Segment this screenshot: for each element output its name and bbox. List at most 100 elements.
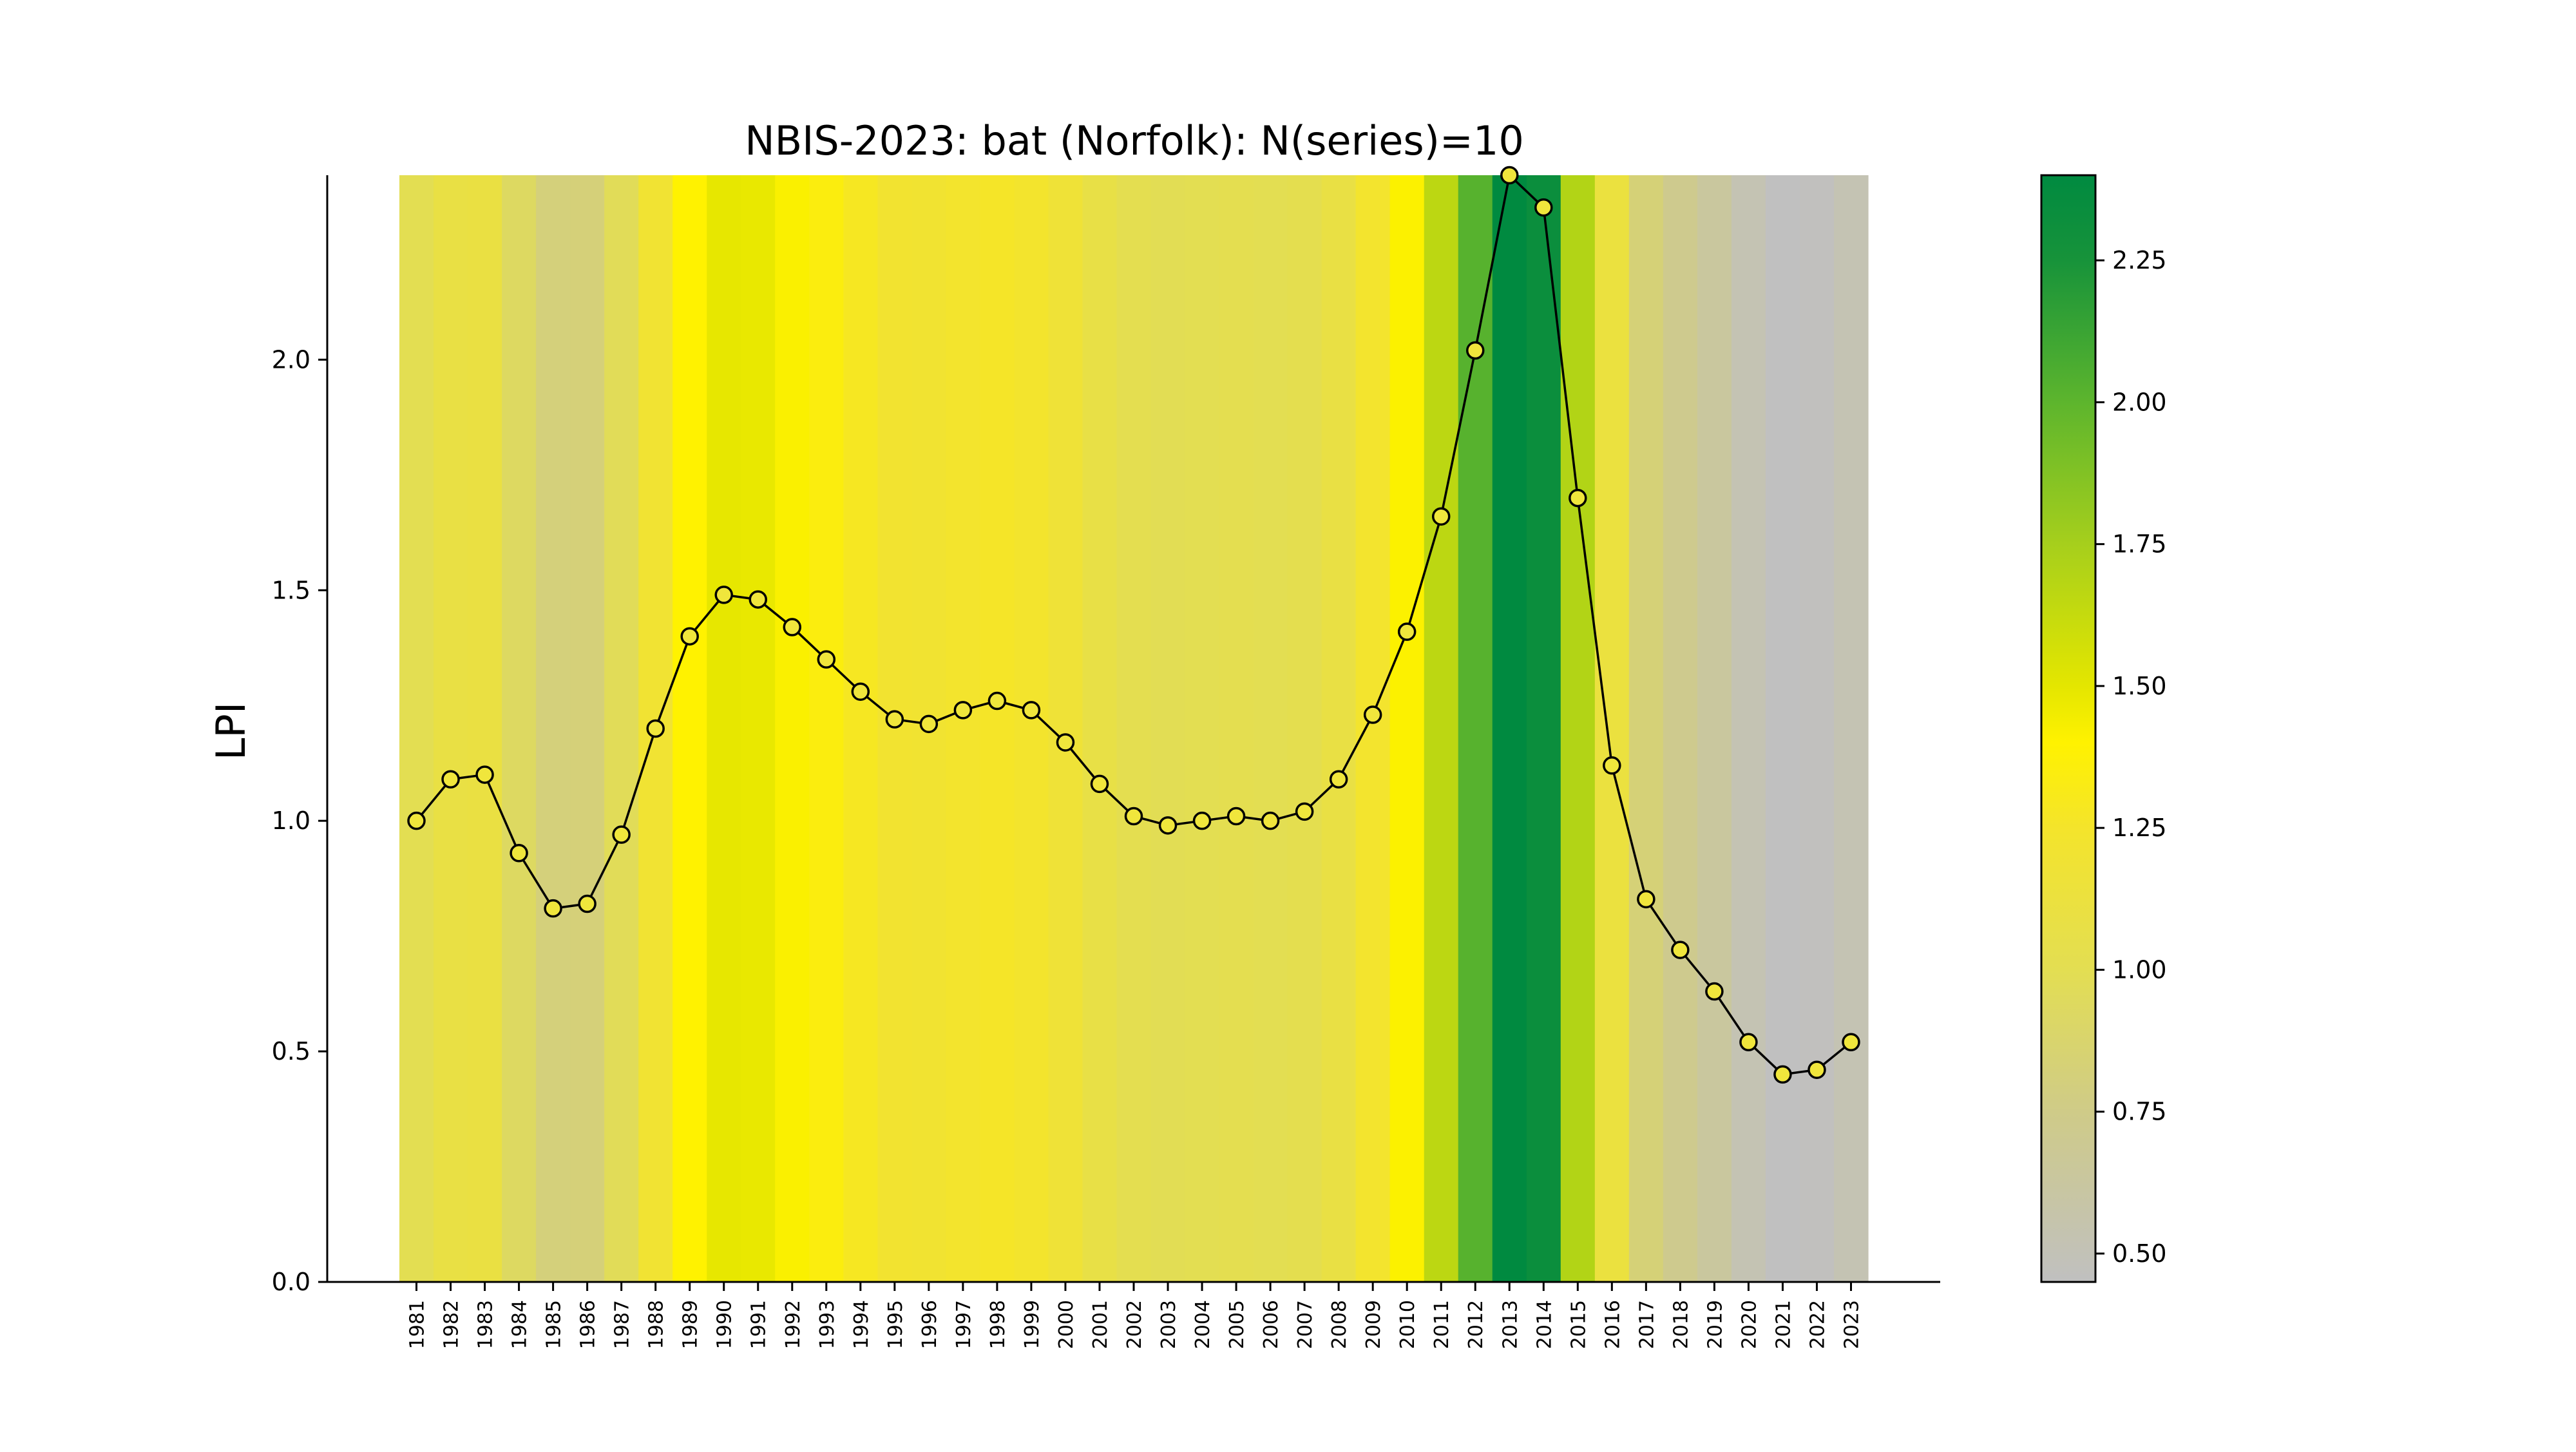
data-point-2022 [1808,1060,1826,1079]
x-tick-label: 2023 [1840,1300,1863,1349]
data-point-1999 [1022,701,1041,720]
colorbar-tick-label: 1.25 [2112,814,2167,842]
year-band-2012 [1458,175,1493,1282]
colorbar-tick-label: 1.75 [2112,530,2167,559]
x-tick-label: 1990 [714,1300,736,1349]
year-band-1990 [707,175,741,1282]
x-tick-label: 2000 [1055,1300,1078,1349]
year-band-2000 [1048,175,1083,1282]
data-point-1992 [783,618,802,636]
x-tick-label: 1992 [782,1300,805,1349]
x-tick-label: 2007 [1294,1300,1317,1349]
x-tick-label: 2015 [1567,1300,1590,1349]
data-point-2004 [1192,811,1212,830]
x-tick-label: 1997 [953,1300,975,1349]
data-point-1995 [885,710,904,729]
data-point-2005 [1226,807,1246,826]
y-tick-label: 1.0 [272,807,310,835]
year-band-1984 [502,175,537,1282]
data-point-2023 [1842,1033,1860,1052]
data-point-2003 [1158,816,1178,835]
x-tick-label: 1989 [680,1300,702,1349]
x-tick-label: 1985 [543,1300,566,1349]
data-point-1991 [749,590,767,609]
y-tick-label: 0.0 [272,1268,310,1296]
data-point-2008 [1329,770,1348,788]
year-band-1994 [843,175,878,1282]
colorbar-tick-label: 2.00 [2112,388,2167,416]
data-point-2013 [1500,166,1519,185]
year-band-1998 [980,175,1015,1282]
data-point-1984 [510,844,528,863]
data-point-2017 [1637,890,1655,909]
data-point-2009 [1363,705,1382,724]
year-band-2009 [1355,175,1391,1282]
year-band-2003 [1150,175,1186,1282]
year-band-1992 [775,175,810,1282]
year-band-1985 [536,175,571,1282]
x-tick-label: 1993 [816,1300,839,1349]
year-bands [399,175,1869,1282]
year-band-2017 [1628,175,1664,1282]
x-tick-label: 2004 [1192,1300,1214,1349]
year-band-2007 [1287,175,1322,1282]
year-band-2006 [1253,175,1288,1282]
year-band-2023 [1833,175,1869,1282]
data-point-2019 [1705,982,1724,1001]
data-point-1997 [953,701,973,720]
lpi-points [407,166,1860,1084]
data-point-2014 [1534,198,1553,217]
year-band-1999 [1014,175,1049,1282]
colorbar-tick-label: 1.50 [2112,672,2167,700]
data-point-1998 [987,691,1007,711]
data-point-1987 [612,825,631,844]
year-band-1995 [877,175,912,1282]
year-band-2005 [1219,175,1254,1282]
colorbar-tick-label: 0.75 [2112,1098,2167,1126]
x-tick-label: 1988 [645,1300,668,1349]
y-tick-label: 1.5 [272,576,310,604]
year-band-2018 [1663,175,1698,1282]
data-point-2018 [1671,941,1690,959]
data-point-1993 [817,650,836,669]
colorbar: 0.50 0.75 1.00 1.25 1.50 1.75 2.00 2.25 [2040,174,2167,1283]
data-point-1986 [578,894,596,913]
data-point-1985 [544,899,562,918]
year-band-1991 [741,175,776,1282]
x-tick-label: 2009 [1362,1300,1385,1349]
x-tick-label: 1981 [406,1300,429,1349]
x-tick-label: 2005 [1226,1300,1248,1349]
x-tick-label: 1984 [509,1300,531,1349]
data-point-1996 [919,714,939,734]
year-band-1983 [468,175,502,1282]
year-band-2019 [1697,175,1732,1282]
x-tick-label: 1986 [577,1300,600,1349]
x-tick-label: 2012 [1465,1300,1487,1349]
data-point-2001 [1090,774,1109,794]
data-point-1988 [646,719,665,738]
colorbar-gradient [2040,174,2097,1283]
x-tick-label: 2014 [1533,1300,1556,1349]
x-tick-label: 1983 [475,1300,497,1349]
x-tick-label: 1982 [441,1300,463,1349]
colorbar-tick-label: 2.25 [2112,246,2167,274]
x-tick-label: 2020 [1738,1300,1760,1349]
x-tick-label: 2002 [1123,1300,1146,1349]
data-point-2015 [1569,488,1587,508]
year-band-2022 [1799,175,1835,1282]
year-band-2010 [1389,175,1425,1282]
x-tick-label: 1994 [850,1300,873,1349]
colorbar-tick-label: 0.50 [2112,1239,2167,1268]
x-tick-label: 2003 [1158,1300,1180,1349]
data-point-1989 [680,627,699,646]
year-band-1982 [434,175,468,1282]
data-point-1983 [475,765,494,784]
x-tick-label: 2006 [1260,1300,1283,1349]
year-band-2002 [1116,175,1152,1282]
year-band-2011 [1424,175,1459,1282]
year-band-1997 [946,175,980,1282]
x-tick-label: 2010 [1397,1300,1419,1349]
year-band-2015 [1560,175,1596,1282]
year-band-2020 [1731,175,1766,1282]
